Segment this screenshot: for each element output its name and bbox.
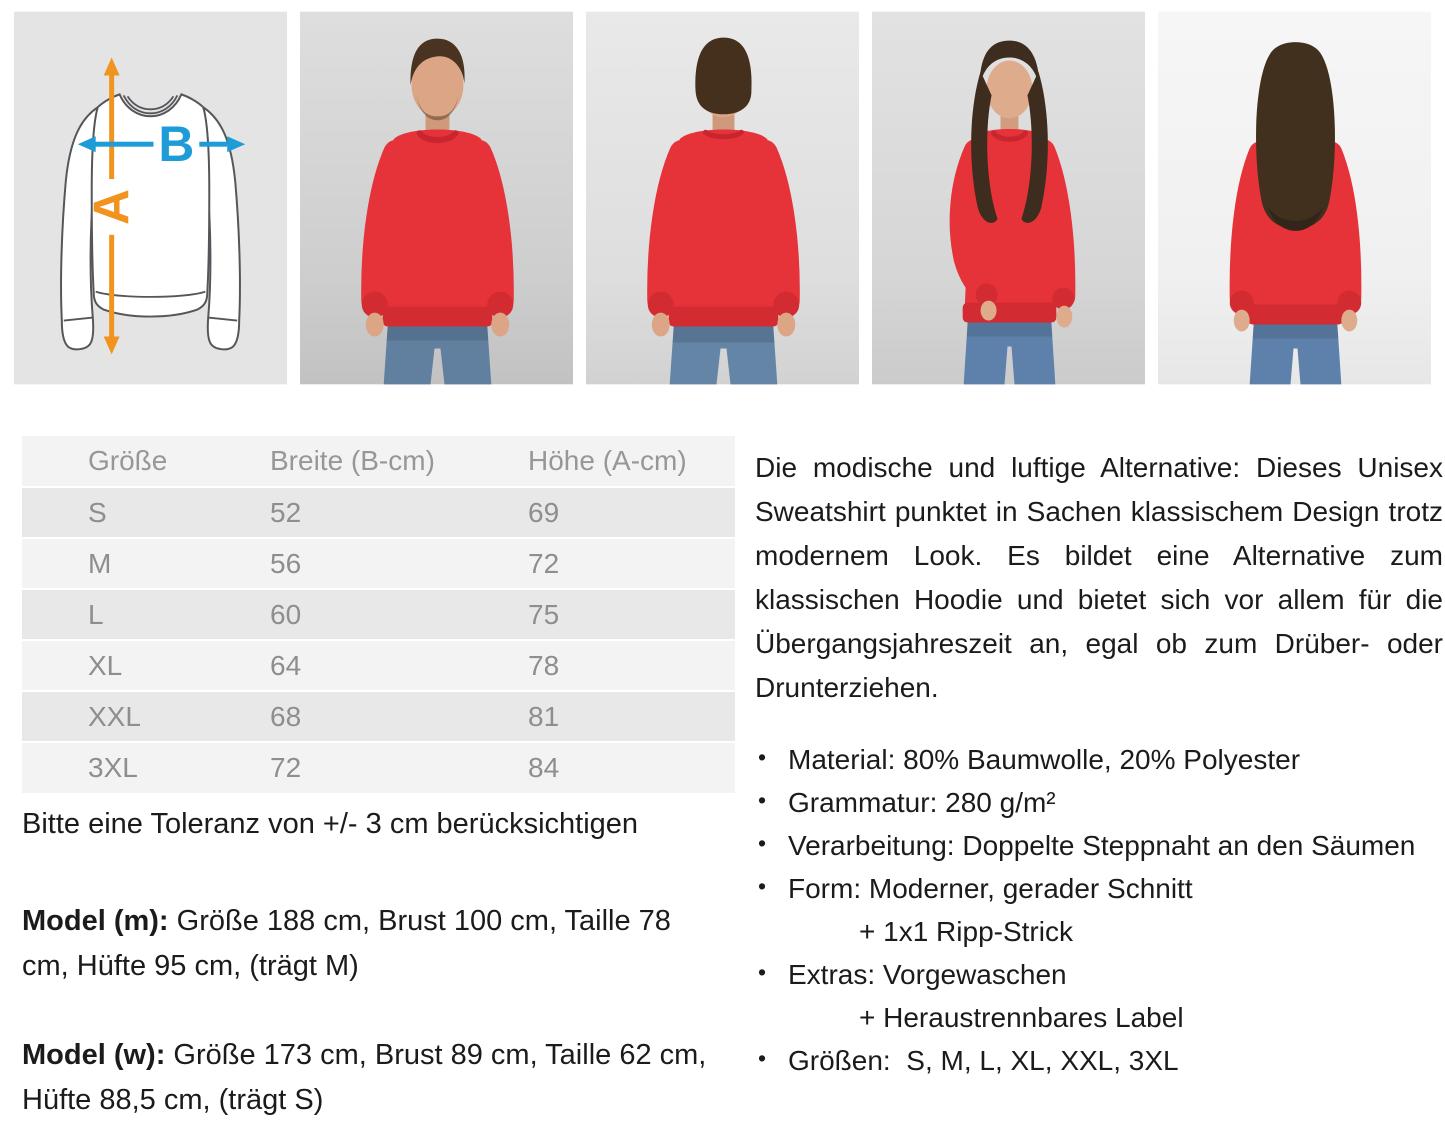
table-row: 3XL 72 84 xyxy=(22,742,735,793)
feature-text: + 1x1 Ripp-Strick xyxy=(859,916,1073,947)
model-w-label: Model (w): xyxy=(22,1039,166,1071)
cell-hoehe: 81 xyxy=(528,700,560,732)
feature-text: Material: 80% Baumwolle, 20% Polyester xyxy=(788,744,1301,775)
feature-groessen: • Größen: S, M, L, XL, XXL, 3XL xyxy=(755,1039,1443,1082)
cell-hoehe: 84 xyxy=(528,752,560,783)
photo-man-back xyxy=(586,11,859,385)
col-header-groesse: Größe xyxy=(88,445,168,476)
cell-size: XXL xyxy=(88,700,141,732)
cell-hoehe: 78 xyxy=(528,649,560,681)
cell-size: L xyxy=(88,598,104,630)
feature-text: Form: Moderner, gerader Schnitt xyxy=(788,873,1193,904)
bullet-icon: • xyxy=(758,787,767,813)
feature-form: • Form: Moderner, gerader Schnitt xyxy=(755,867,1443,910)
bullet-icon: • xyxy=(758,830,767,856)
cell-size: M xyxy=(88,547,112,579)
cell-breite: 72 xyxy=(270,752,302,783)
cell-hoehe: 72 xyxy=(528,547,560,579)
model-m-text: Größe 188 cm, Brust 100 cm, Taille 78 cm… xyxy=(22,905,671,982)
bullet-icon: • xyxy=(758,744,767,770)
model-w-text: Größe 173 cm, Brust 89 cm, Taille 62 cm,… xyxy=(22,1039,707,1116)
table-row: L 60 75 xyxy=(22,589,735,640)
feature-list: • Material: 80% Baumwolle, 20% Polyester … xyxy=(755,738,1443,1082)
bullet-icon: • xyxy=(758,873,767,899)
cell-breite: 68 xyxy=(270,700,302,732)
size-table: Größe Breite (B-cm) Höhe (A-cm) S 52 69 … xyxy=(22,436,735,793)
bullet-icon: • xyxy=(758,959,767,985)
cell-breite: 64 xyxy=(270,649,302,681)
diagram-label-b: B xyxy=(158,116,194,172)
feature-text: Größen: S, M, L, XL, XXL, 3XL xyxy=(788,1045,1179,1076)
feature-grammatur: • Grammatur: 280 g/m² xyxy=(755,781,1443,824)
feature-text: Extras: Vorgewaschen xyxy=(788,959,1067,990)
woman-back-illustration xyxy=(1158,11,1431,385)
model-m-label: Model (m): xyxy=(22,905,169,937)
cell-hoehe: 75 xyxy=(528,598,560,630)
cell-size: S xyxy=(88,496,107,528)
woman-front-illustration xyxy=(872,11,1145,385)
table-row: S 52 69 xyxy=(22,487,735,538)
photo-woman-back xyxy=(1158,11,1431,385)
cell-breite: 60 xyxy=(270,598,302,630)
col-header-hoehe: Höhe (A-cm) xyxy=(528,445,687,476)
tolerance-note: Bitte eine Toleranz von +/- 3 cm berücks… xyxy=(22,808,639,840)
model-m-info: Model (m): Größe 188 cm, Brust 100 cm, T… xyxy=(22,899,724,989)
product-image-row: A B xyxy=(0,0,1445,385)
info-section: Größe Breite (B-cm) Höhe (A-cm) S 52 69 … xyxy=(0,385,1445,1123)
cell-hoehe: 69 xyxy=(528,496,560,528)
feature-material: • Material: 80% Baumwolle, 20% Polyester xyxy=(755,738,1443,781)
feature-verarbeitung: • Verarbeitung: Doppelte Steppnaht an den… xyxy=(755,824,1443,867)
width-arrow-b: B xyxy=(77,116,246,172)
feature-text: + Heraustrennbares Label xyxy=(859,1002,1184,1033)
feature-extras-cont: + Heraustrennbares Label xyxy=(755,996,1443,1039)
bullet-icon: • xyxy=(758,1045,767,1071)
table-row: XXL 68 81 xyxy=(22,691,735,742)
description-column: Die modische und luftige Alternative: Di… xyxy=(755,436,1443,1082)
diagram-label-a: A xyxy=(84,189,140,225)
table-row: M 56 72 xyxy=(22,538,735,589)
photo-woman-front xyxy=(872,11,1145,385)
model-w-info: Model (w): Größe 173 cm, Brust 89 cm, Ta… xyxy=(22,1033,724,1123)
cell-breite: 52 xyxy=(270,496,302,528)
feature-text: Grammatur: 280 g/m² xyxy=(788,787,1056,818)
man-front-illustration xyxy=(300,11,573,385)
cell-breite: 56 xyxy=(270,547,302,579)
size-diagram: A B xyxy=(14,11,287,385)
feature-extras: • Extras: Vorgewaschen xyxy=(755,953,1443,996)
size-table-header-row: Größe Breite (B-cm) Höhe (A-cm) xyxy=(22,436,735,487)
height-arrow-a: A xyxy=(84,57,140,355)
size-diagram-tile: A B xyxy=(14,11,287,385)
product-description: Die modische und luftige Alternative: Di… xyxy=(755,452,1443,703)
cell-size: XL xyxy=(88,649,123,681)
man-back-illustration xyxy=(586,11,859,385)
photo-man-front xyxy=(300,11,573,385)
feature-form-cont: + 1x1 Ripp-Strick xyxy=(755,910,1443,953)
size-info-column: Größe Breite (B-cm) Höhe (A-cm) S 52 69 … xyxy=(22,436,735,1123)
cell-size: 3XL xyxy=(88,752,138,783)
col-header-breite: Breite (B-cm) xyxy=(270,445,435,476)
table-row: XL 64 78 xyxy=(22,640,735,691)
feature-text: Verarbeitung: Doppelte Steppnaht an den … xyxy=(788,830,1416,861)
